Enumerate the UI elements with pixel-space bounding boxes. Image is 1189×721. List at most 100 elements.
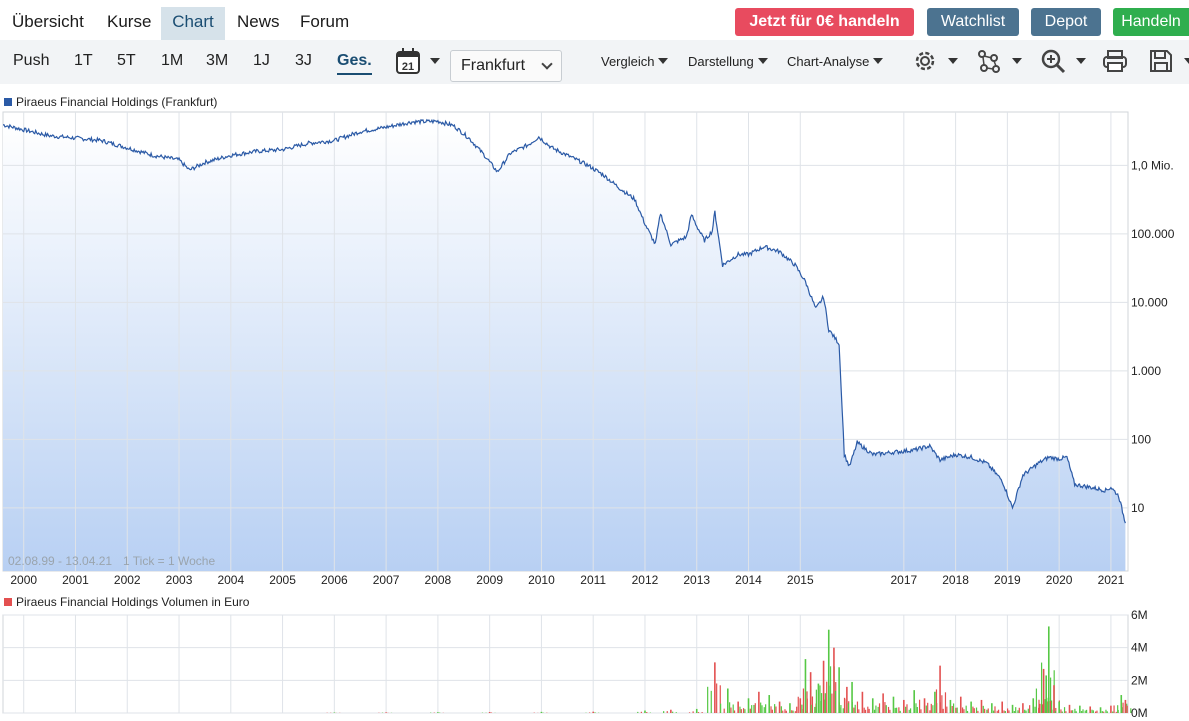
volume-y-tick-label: 2M [1131, 673, 1148, 687]
calendar-icon[interactable]: 21 [396, 48, 440, 76]
menu-chart-analyse[interactable]: Chart-Analyse [787, 54, 884, 69]
volume-bar [1070, 710, 1072, 713]
volume-bar [1122, 702, 1124, 713]
volume-bar [768, 695, 771, 713]
volume-bar [1018, 707, 1020, 713]
volume-bar [1060, 709, 1062, 713]
volume-bar [1084, 710, 1086, 713]
caret-down-icon [757, 58, 768, 64]
volume-bar [1081, 710, 1083, 713]
range-1m[interactable]: 1M [161, 52, 184, 69]
volume-bar [889, 709, 891, 713]
volume-y-tick-label: 6M [1131, 610, 1148, 622]
range-3m[interactable]: 3M [206, 52, 229, 69]
volume-bar [1027, 708, 1029, 713]
x-tick-label: 2021 [1098, 573, 1125, 587]
trade-button[interactable]: Handeln [1113, 8, 1189, 36]
x-tick-label: 2013 [683, 573, 710, 587]
volume-bar [1032, 698, 1035, 713]
volume-bar [1029, 705, 1031, 713]
volume-bar [1113, 705, 1115, 713]
volume-frame [2, 614, 1129, 714]
tab-uebersicht[interactable]: Übersicht [12, 12, 84, 31]
volume-bar [822, 660, 825, 713]
caret-down-icon [873, 58, 884, 64]
volume-bar [1046, 697, 1048, 713]
volume-bar [1008, 710, 1010, 713]
watchlist-button[interactable]: Watchlist [927, 8, 1019, 36]
range-1j[interactable]: 1J [253, 52, 270, 69]
volume-bar [908, 709, 910, 713]
volume-bar [844, 698, 846, 713]
volume-bar [997, 709, 1000, 713]
menu-vergleich[interactable]: Vergleich [601, 54, 669, 69]
volume-bar [941, 695, 943, 713]
volume-bar [784, 709, 786, 713]
volume-bar [1105, 709, 1107, 713]
volume-bar [720, 703, 722, 713]
tab-news[interactable]: News [237, 12, 280, 31]
volume-bar [1025, 710, 1027, 713]
volume-bar [1086, 709, 1088, 713]
range-1t[interactable]: 1T [74, 52, 93, 69]
volume-bar [944, 692, 947, 713]
volume-bar [770, 706, 772, 713]
volume-bar [846, 686, 848, 713]
save-icon[interactable] [1148, 48, 1189, 76]
volume-bar [791, 710, 793, 713]
volume-bar [751, 705, 753, 713]
gear-icon[interactable] [912, 48, 958, 76]
volume-bar [972, 706, 974, 713]
volume-bar [810, 704, 812, 713]
tab-kurse[interactable]: Kurse [107, 12, 152, 31]
caret-down-icon [658, 58, 669, 64]
volume-bar [1101, 711, 1103, 713]
volume-bar [1035, 688, 1038, 713]
exchange-select[interactable]: Frankfurt [450, 50, 562, 82]
volume-bar [794, 711, 796, 713]
volume-bar [955, 707, 957, 713]
volume-bar [763, 707, 765, 713]
y-tick-label: 10 [1131, 501, 1145, 515]
tab-forum[interactable]: Forum [300, 12, 350, 31]
price-legend-swatch [4, 98, 12, 106]
volume-bar [1049, 677, 1052, 713]
volume-bar [727, 688, 729, 713]
volume-bar [834, 690, 837, 713]
menu-darstellung[interactable]: Darstellung [688, 54, 768, 69]
volume-legend: Piraeus Financial Holdings Volumen in Eu… [4, 595, 249, 609]
volume-bar [729, 702, 731, 713]
volume-bar [1039, 703, 1041, 713]
volume-bar [780, 706, 782, 713]
range-5t[interactable]: 5T [117, 52, 136, 69]
volume-bar [775, 706, 777, 713]
volume-bar [760, 702, 762, 713]
depot-button[interactable]: Depot [1031, 8, 1101, 36]
zoom-icon[interactable] [1040, 48, 1086, 76]
range-ges[interactable]: Ges. [337, 52, 372, 75]
range-3j[interactable]: 3J [295, 52, 312, 69]
volume-bar [1045, 675, 1048, 713]
volume-bar [930, 703, 932, 713]
volume-bar [1075, 711, 1077, 713]
range-push[interactable]: Push [13, 52, 50, 69]
tab-chart[interactable]: Chart [161, 7, 225, 40]
volume-bar [1095, 711, 1097, 713]
volume-bar [896, 707, 898, 713]
volume-bar [765, 704, 767, 713]
volume-bar [980, 699, 983, 713]
volume-chart: 0M 2M 4M 6M [2, 610, 1148, 720]
volume-bar [977, 710, 979, 713]
chart-toolbar: Push 1T 5T 1M 3M 1J 3J Ges. 21 Frankfurt… [0, 40, 1189, 84]
volume-bar [884, 702, 886, 713]
volume-bar [688, 712, 691, 713]
x-tick-label: 2011 [580, 573, 606, 587]
network-icon[interactable] [976, 48, 1022, 76]
volume-bar [824, 699, 826, 713]
trade-free-button[interactable]: Jetzt für 0€ handeln [735, 8, 914, 36]
print-icon[interactable] [1102, 48, 1130, 76]
x-tick-label: 2015 [787, 573, 814, 587]
volume-bar [996, 710, 998, 713]
volume-bar [697, 712, 700, 713]
volume-bar [1024, 709, 1026, 713]
